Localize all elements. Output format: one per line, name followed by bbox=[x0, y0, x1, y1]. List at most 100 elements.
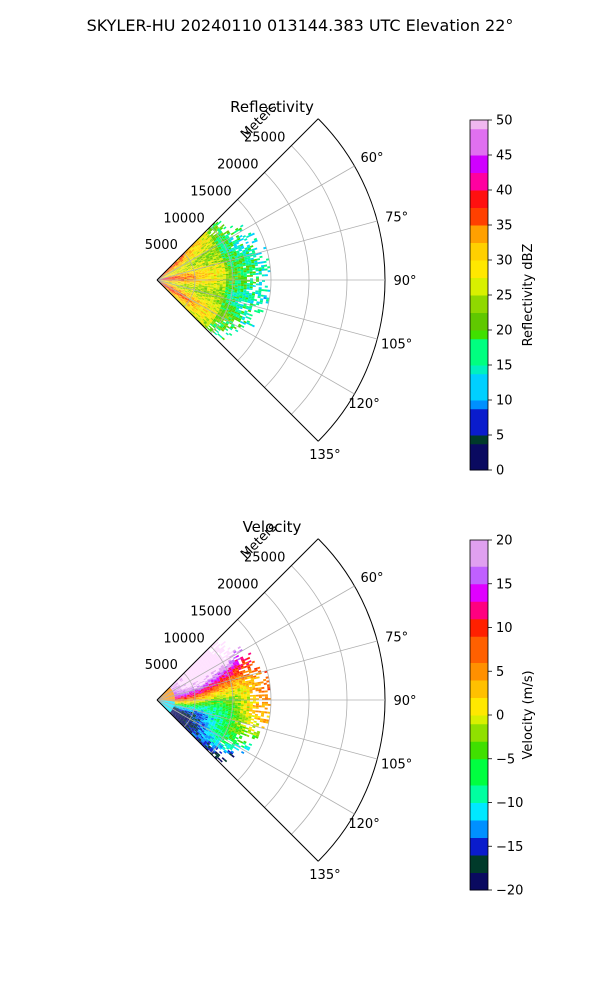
radar-cell bbox=[255, 706, 259, 709]
radar-cell bbox=[197, 242, 201, 246]
radar-cell bbox=[206, 313, 210, 317]
radar-cell bbox=[178, 689, 182, 691]
radar-cell bbox=[203, 660, 207, 664]
radar-cell bbox=[184, 292, 188, 294]
radar-cell bbox=[177, 274, 181, 276]
radar-cell bbox=[247, 297, 252, 300]
radar-cell bbox=[242, 262, 246, 265]
radar-cell bbox=[194, 673, 198, 676]
radar-cell bbox=[165, 288, 169, 291]
radar-cell bbox=[234, 318, 238, 321]
radar-cell bbox=[224, 294, 228, 297]
radar-cell bbox=[204, 703, 208, 705]
radar-cell bbox=[228, 283, 232, 286]
radar-cell bbox=[201, 237, 205, 241]
radar-cell bbox=[231, 694, 235, 697]
radar-cell bbox=[199, 256, 203, 259]
radar-cell bbox=[177, 701, 181, 702]
radar-cell bbox=[189, 286, 193, 289]
radar-cell bbox=[186, 285, 190, 287]
radar-cell bbox=[234, 271, 238, 274]
radar-cell bbox=[220, 642, 224, 647]
radar-cell bbox=[188, 302, 192, 305]
radar-cell bbox=[227, 293, 231, 296]
radar-cell bbox=[201, 315, 205, 318]
radar-cell bbox=[176, 691, 180, 693]
radar-cell bbox=[214, 716, 218, 719]
radar-cell bbox=[214, 660, 219, 664]
radar-cell bbox=[187, 253, 191, 256]
radar-cell bbox=[222, 692, 226, 695]
radar-cell bbox=[168, 694, 172, 696]
radar-cell bbox=[218, 661, 222, 664]
radar-cell bbox=[225, 255, 229, 258]
radar-cell bbox=[177, 686, 181, 689]
radar-cell bbox=[220, 298, 224, 301]
radar-cell bbox=[173, 271, 177, 273]
radar-cell bbox=[213, 704, 217, 707]
radar-cell bbox=[176, 692, 180, 694]
radar-cell bbox=[226, 656, 230, 660]
radar-cell bbox=[260, 681, 264, 684]
radar-cell bbox=[188, 301, 192, 305]
radar-cell bbox=[180, 696, 184, 698]
radar-cell bbox=[232, 661, 236, 665]
radar-cell bbox=[212, 712, 216, 715]
radar-cell bbox=[165, 694, 168, 697]
radar-cell bbox=[249, 689, 253, 692]
radar-cell bbox=[230, 665, 235, 669]
radar-cell bbox=[216, 325, 220, 329]
radar-cell bbox=[255, 290, 259, 293]
radar-cell bbox=[231, 701, 235, 703]
radar-cell bbox=[243, 252, 247, 256]
radar-cell bbox=[179, 298, 183, 302]
radar-cell bbox=[187, 254, 191, 257]
radar-cell bbox=[176, 259, 179, 262]
radar-cell bbox=[219, 697, 223, 699]
radar-cell bbox=[201, 281, 205, 283]
azimuth-tick-label: 75° bbox=[385, 210, 408, 225]
radar-cell bbox=[247, 729, 252, 733]
radar-cell bbox=[246, 283, 250, 285]
radar-cell bbox=[159, 279, 163, 280]
radar-cell bbox=[195, 287, 199, 289]
radar-cell bbox=[179, 269, 183, 272]
radar-cell bbox=[204, 259, 208, 262]
radar-cell bbox=[168, 282, 172, 283]
radar-cell bbox=[240, 665, 244, 668]
radar-cell bbox=[165, 695, 169, 698]
radar-cell bbox=[179, 706, 183, 708]
radar-cell bbox=[207, 283, 211, 285]
radar-cell bbox=[195, 664, 199, 668]
radar-cell bbox=[227, 665, 231, 669]
radar-cell bbox=[172, 288, 176, 291]
radar-cell bbox=[171, 695, 175, 697]
radar-cell bbox=[216, 271, 220, 273]
radar-cell bbox=[205, 714, 209, 716]
radar-cell bbox=[213, 696, 217, 699]
radar-cell bbox=[223, 319, 228, 322]
range-tick-label: 10000 bbox=[163, 211, 204, 226]
radar-cell bbox=[177, 281, 181, 283]
radar-cell bbox=[240, 281, 244, 284]
radar-cell bbox=[204, 698, 208, 700]
radar-cell bbox=[172, 263, 176, 267]
radar-cell bbox=[219, 227, 224, 231]
radar-cell bbox=[210, 697, 214, 699]
radar-cell bbox=[204, 286, 208, 288]
radar-cell bbox=[177, 704, 181, 706]
radar-cell bbox=[235, 229, 240, 233]
radar-cell bbox=[180, 702, 184, 703]
radar-cell bbox=[192, 676, 196, 679]
radar-cell bbox=[173, 292, 177, 295]
radar-cell bbox=[228, 668, 233, 671]
radar-cell bbox=[189, 691, 193, 693]
radar-cell bbox=[228, 268, 232, 270]
radar-cell bbox=[238, 720, 242, 723]
radar-cell bbox=[214, 304, 218, 307]
radar-cell bbox=[204, 320, 208, 324]
radar-cell bbox=[179, 299, 182, 303]
radar-cell bbox=[214, 654, 218, 658]
radar-cell bbox=[202, 669, 206, 673]
radar-cell bbox=[180, 698, 184, 700]
